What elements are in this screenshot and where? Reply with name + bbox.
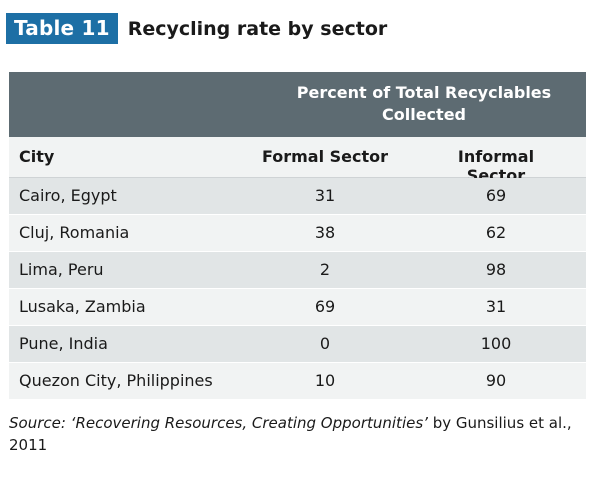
formal-cell: 10 (314, 371, 336, 390)
formal-cell: 69 (314, 297, 336, 316)
column-header-city: City (19, 147, 55, 166)
table-body: Cairo, Egypt 31 69 Cluj, Romania 38 62 L… (9, 178, 586, 400)
table-row: Pune, India 0 100 (9, 326, 586, 363)
formal-cell: 31 (314, 186, 336, 205)
source-title: ‘Recovering Resources, Creating Opportun… (70, 414, 428, 432)
informal-cell: 31 (485, 297, 507, 316)
formal-cell: 38 (314, 223, 336, 242)
city-cell: Lima, Peru (19, 260, 104, 279)
table-row: Lusaka, Zambia 69 31 (9, 289, 586, 326)
table-header-band (9, 72, 586, 137)
source-suffix: by Gunsilius et al., 2011 (9, 414, 572, 454)
table-title-row: Table 11 Recycling rate by sector (6, 13, 387, 44)
city-cell: Cluj, Romania (19, 223, 130, 242)
city-cell: Quezon City, Philippines (19, 371, 213, 390)
table-number-badge: Table 11 (6, 13, 118, 44)
city-cell: Lusaka, Zambia (19, 297, 146, 316)
table-row: Cluj, Romania 38 62 (9, 215, 586, 252)
group-header-line-2: Collected (382, 105, 466, 124)
formal-cell: 2 (319, 260, 331, 279)
source-note: Source: ‘Recovering Resources, Creating … (9, 412, 589, 456)
table-row: Quezon City, Philippines 10 90 (9, 363, 586, 400)
informal-cell: 90 (485, 371, 507, 390)
table-row: Lima, Peru 2 98 (9, 252, 586, 289)
source-prefix: Source: (9, 414, 71, 432)
table-row: Cairo, Egypt 31 69 (9, 178, 586, 215)
informal-cell: 69 (485, 186, 507, 205)
table-title: Recycling rate by sector (127, 17, 388, 40)
column-header-row: City Formal Sector Informal Sector (9, 137, 586, 185)
group-header-line-1: Percent of Total Recyclables (296, 83, 552, 102)
column-header-formal: Formal Sector (261, 147, 389, 166)
group-header: Percent of Total Recyclables Collected (262, 82, 586, 126)
city-cell: Cairo, Egypt (19, 186, 117, 205)
city-cell: Pune, India (19, 334, 108, 353)
informal-cell: 62 (485, 223, 507, 242)
informal-cell: 98 (485, 260, 507, 279)
informal-cell: 100 (480, 334, 512, 353)
formal-cell: 0 (319, 334, 331, 353)
